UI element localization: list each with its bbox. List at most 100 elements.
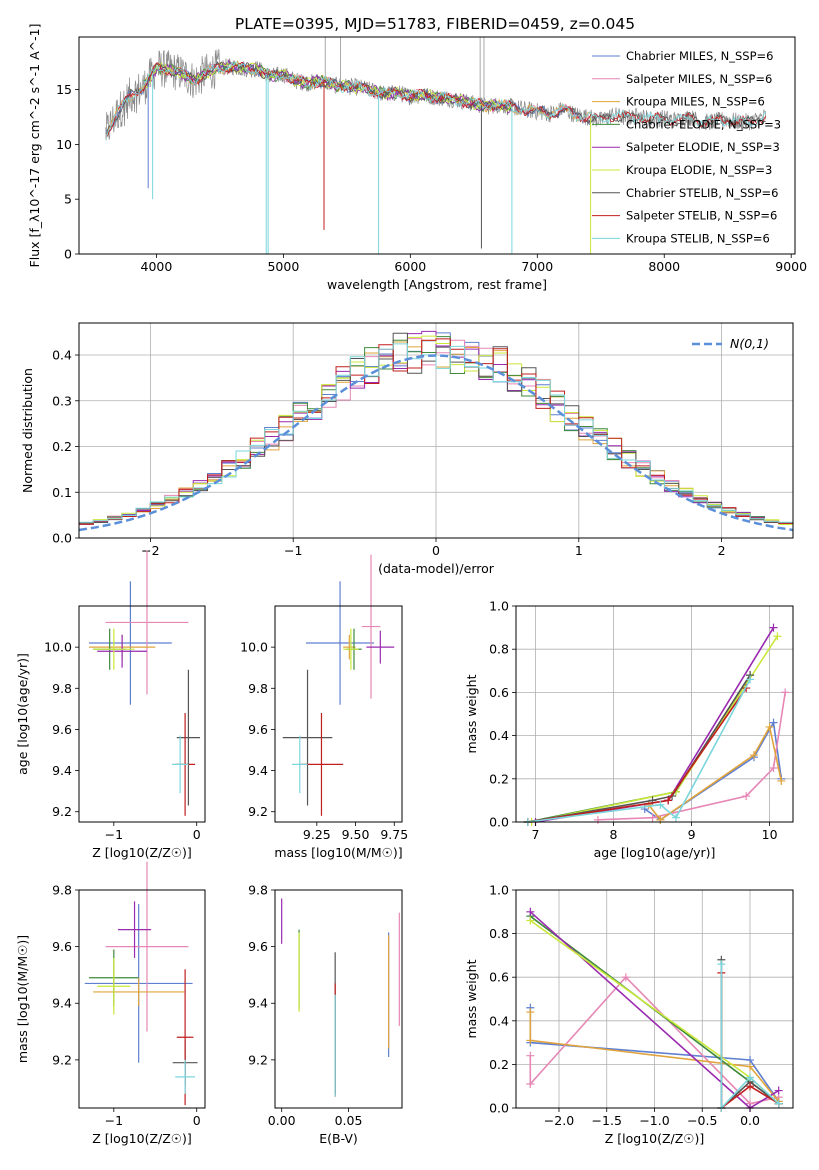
weight-marker — [621, 973, 630, 982]
errorbar-point-8 — [171, 735, 189, 794]
x-tick-label: −1.5 — [592, 1113, 622, 1128]
y-tick-label: 9.6 — [248, 939, 268, 954]
weight-marker — [774, 1086, 783, 1095]
weight-marker — [749, 751, 758, 760]
x-tick-label: −2.0 — [544, 1113, 574, 1128]
y-tick-label: 1.0 — [489, 883, 509, 898]
normal-curve — [78, 354, 794, 532]
legend-label: Chabrier MILES, N_SSP=6 — [626, 49, 773, 63]
figure-title: PLATE=0395, MJD=51783, FIBERID=0459, z=0… — [235, 15, 635, 33]
x-tick-label: 0 — [432, 543, 440, 558]
model-line-8 — [105, 61, 766, 140]
y-tick-label: 10.0 — [240, 640, 268, 655]
plot-area — [523, 623, 790, 826]
y-tick-label: 9.4 — [248, 763, 268, 778]
y-tick-label: 9.6 — [52, 939, 72, 954]
legend: Chabrier MILES, N_SSP=6 Salpeter MILES, N… — [592, 49, 781, 245]
y-tick-label: 0.4 — [489, 728, 509, 743]
y-tick-label: 10.0 — [44, 640, 72, 655]
y-tick-label: 0.1 — [52, 485, 72, 500]
weight-marker — [526, 1036, 535, 1045]
weight-marker — [769, 764, 778, 772]
weight-marker — [526, 1051, 535, 1060]
y-tick-label: 9.2 — [52, 804, 72, 819]
y-tick-label: 9.4 — [248, 996, 268, 1011]
y-axis-label: Normed distribution — [20, 368, 35, 493]
x-tick-label: 8000 — [648, 259, 680, 274]
x-tick-label: 7 — [532, 827, 540, 842]
y-tick-label: 1.0 — [489, 599, 509, 614]
panel-spectrum: 4000 5000 6000 7000 8000 9000 0 5 10 15 wavelength… — [27, 24, 807, 292]
y-tick-label: 9.4 — [52, 763, 72, 778]
y-tick-label: 9.6 — [248, 722, 268, 737]
errorbar-point-6 — [282, 669, 333, 806]
weight-marker — [746, 1082, 755, 1091]
x-tick-label: 2 — [718, 543, 726, 558]
weight-line-2 — [647, 724, 783, 821]
y-tick-label: 0.0 — [52, 531, 72, 546]
y-tick-label: 10 — [56, 137, 72, 152]
model-line-5 — [143, 61, 512, 113]
plot-area — [281, 898, 400, 1097]
x-tick-label: 0 — [193, 1113, 201, 1128]
weight-marker — [717, 960, 726, 969]
x-tick-label: 7000 — [521, 259, 553, 274]
plot-area — [282, 554, 395, 816]
y-tick-label: 0.4 — [52, 348, 72, 363]
errorbar-point-4 — [117, 901, 152, 958]
y-tick-label: 0.8 — [489, 642, 509, 657]
y-tick-label: 0.6 — [489, 685, 509, 700]
x-tick-label: −1 — [105, 1113, 123, 1128]
weight-marker — [781, 688, 790, 697]
y-tick-label: 0.2 — [489, 1057, 509, 1072]
y-tick-label: 9.2 — [52, 1052, 72, 1067]
axes-frame — [515, 889, 794, 1109]
weight-marker — [671, 813, 680, 822]
errorbar-point-4 — [97, 634, 147, 668]
x-tick-label: 9.75 — [380, 827, 408, 842]
weight-marker — [656, 800, 665, 809]
x-axis-label: (data-model)/error — [378, 561, 495, 576]
errorbar-point-2 — [93, 977, 185, 1007]
x-axis-label: age [log10(age/yr)] — [594, 845, 716, 860]
y-tick-label: 0.3 — [52, 393, 72, 408]
errorbar-point-1 — [105, 550, 189, 695]
y-axis-label: Flux [f_λ10^-17 erg cm^-2 s^-1 A^-1] — [27, 24, 42, 268]
errorbar-point-4 — [366, 630, 395, 664]
weight-marker — [526, 907, 535, 916]
legend-label: Kroupa ELODIE, N_SSP=3 — [626, 163, 772, 177]
y-tick-label: 9.8 — [248, 681, 268, 696]
weight-line-6 — [527, 674, 751, 823]
errorbar-point-5 — [97, 957, 131, 1015]
plot-area — [78, 330, 794, 532]
weight-marker — [746, 1062, 755, 1071]
x-tick-label: −1 — [284, 543, 302, 558]
weight-marker — [526, 1008, 535, 1017]
x-axis-label: wavelength [Angstrom, rest frame] — [327, 277, 547, 292]
y-tick-label: 0.0 — [489, 815, 509, 830]
y-tick-label: 5 — [64, 192, 72, 207]
axes-frame — [78, 889, 206, 1109]
panel-residuals: −2 −1 0 1 2 0.0 0.1 0.2 0.3 0.4 (data-model)/error… — [20, 322, 794, 576]
histogram-8 — [79, 343, 793, 523]
errorbar-point-1 — [105, 861, 189, 1032]
weight-line-5 — [531, 635, 779, 823]
weight-marker — [769, 718, 778, 727]
weight-marker — [746, 1073, 755, 1082]
legend-label: Salpeter MILES, N_SSP=6 — [626, 72, 772, 86]
panel-mass-vs-EBV: 0.00 0.05 9.2 9.4 9.6 9.8 E(B-V) — [248, 883, 403, 1146]
legend-label: Kroupa MILES, N_SSP=6 — [626, 95, 765, 109]
y-tick-label: 9.4 — [52, 996, 72, 1011]
y-tick-label: 0.0 — [489, 1101, 509, 1116]
weight-marker — [773, 632, 782, 641]
weight-line-8 — [527, 679, 751, 823]
x-tick-label: 4000 — [141, 259, 173, 274]
x-tick-label: −2 — [141, 543, 159, 558]
legend-label: Chabrier ELODIE, N_SSP=3 — [626, 117, 781, 131]
plot-area — [526, 907, 783, 1112]
y-tick-label: 0.2 — [52, 439, 72, 454]
y-tick-label: 0 — [64, 247, 72, 262]
x-tick-label: 9.50 — [342, 827, 370, 842]
weight-marker — [746, 675, 755, 684]
